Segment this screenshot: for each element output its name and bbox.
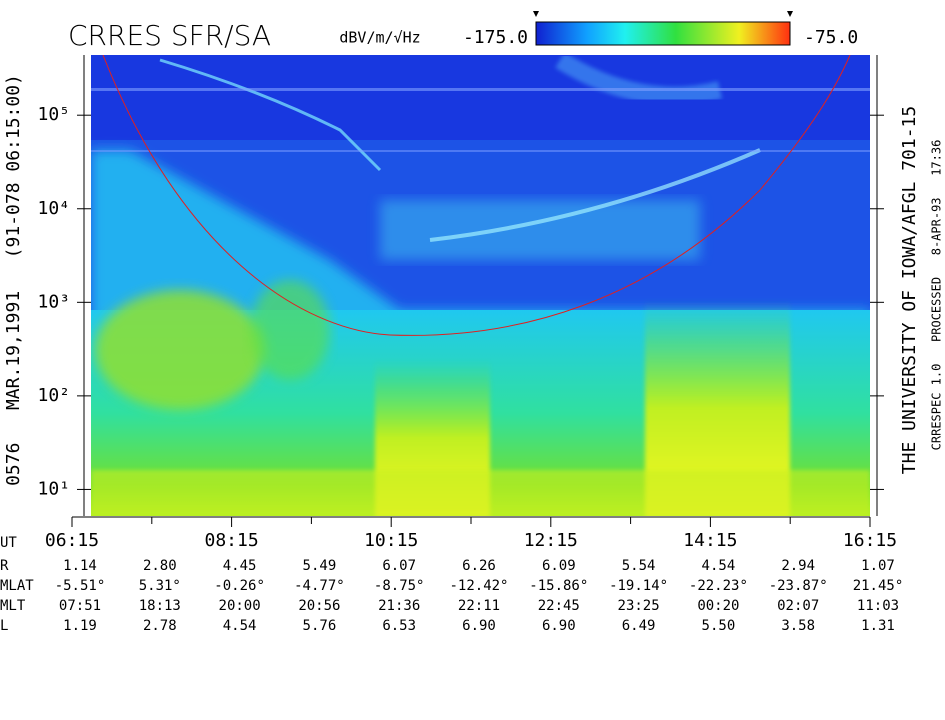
ephemeris-label: L: [0, 618, 8, 634]
y-tick-label: 10³: [37, 291, 70, 312]
x-tick-label: 08:15: [205, 530, 259, 551]
right-label: THE UNIVERSITY OF IOWA/AFGL 701-15: [899, 106, 920, 474]
ephemeris-value: 21.45°: [853, 578, 904, 594]
ephemeris-value: 6.07: [382, 558, 416, 574]
ephemeris-value: 18:13: [139, 598, 181, 614]
ephemeris-value: 20:56: [298, 598, 340, 614]
ephemeris-value: 6.26: [462, 558, 496, 574]
ephemeris-value: 4.45: [223, 558, 257, 574]
ephemeris-value: 1.31: [861, 618, 895, 634]
ephemeris-value: 3.58: [781, 618, 815, 634]
ephemeris-value: 5.76: [303, 618, 337, 634]
right-sublabel: CRRESPEC 1.0 PROCESSED 8-APR-93 17:36: [930, 140, 944, 451]
ephemeris-value: 6.49: [622, 618, 656, 634]
x-tick-label: 06:15: [45, 530, 99, 551]
ephemeris-value: 22:11: [458, 598, 500, 614]
ephemeris-value: 11:03: [857, 598, 899, 614]
ephemeris-value: 02:07: [777, 598, 819, 614]
ephemeris-value: 07:51: [59, 598, 101, 614]
ephemeris-value: 5.49: [303, 558, 337, 574]
ephemeris-value: -12.42°: [449, 578, 508, 594]
ephemeris-value: -8.75°: [374, 578, 425, 594]
left-label: 0576 MAR.19,1991 (91-078 06:15:00): [3, 74, 24, 486]
colorbar-tick: [533, 11, 539, 17]
ephemeris-value: 6.09: [542, 558, 576, 574]
ephemeris-value: 2.94: [781, 558, 815, 574]
colorbar: [535, 21, 791, 46]
ephemeris-value: -15.86°: [529, 578, 588, 594]
y-tick-label: 10⁴: [37, 198, 70, 219]
ephemeris-value: -5.51°: [55, 578, 106, 594]
ephemeris-label: R: [0, 558, 9, 574]
ephemeris-value: 1.07: [861, 558, 895, 574]
ephemeris-value: -4.77°: [294, 578, 345, 594]
spectrogram-image: [91, 55, 870, 516]
ephemeris-value: 22:45: [538, 598, 580, 614]
x-tick-label: 10:15: [364, 530, 418, 551]
ephemeris-value: -22.23°: [689, 578, 748, 594]
ephemeris-value: 5.54: [622, 558, 656, 574]
ephemeris-value: -19.14°: [609, 578, 668, 594]
y-tick-label: 10⁵: [37, 104, 70, 125]
colorbar-tick-label: -75.0: [804, 27, 858, 48]
ephemeris-value: 5.50: [702, 618, 736, 634]
ephemeris-value: 1.14: [63, 558, 97, 574]
ephemeris-value: 21:36: [378, 598, 420, 614]
ephemeris-value: 6.53: [382, 618, 416, 634]
colorbar-label: dBV/m/√Hz: [339, 29, 420, 47]
x-tick-label: 16:15: [843, 530, 897, 551]
y-tick-label: 10²: [37, 385, 70, 406]
ephemeris-label: MLT: [0, 598, 26, 614]
ephemeris-value: 4.54: [223, 618, 257, 634]
ephemeris-value: 5.31°: [139, 578, 181, 594]
ephemeris-value: 2.80: [143, 558, 177, 574]
ephemeris-label: MLAT: [0, 578, 34, 594]
colorbar-tick-label: -175.0: [463, 27, 528, 48]
ephemeris-value: 4.54: [702, 558, 736, 574]
ephemeris-value: 1.19: [63, 618, 97, 634]
ephemeris-value: 00:20: [697, 598, 739, 614]
colorbar-tick: [787, 11, 793, 17]
ephemeris-value: 6.90: [462, 618, 496, 634]
ephemeris-value: 2.78: [143, 618, 177, 634]
ephemeris-value: -0.26°: [214, 578, 265, 594]
ephemeris-value: 6.90: [542, 618, 576, 634]
x-tick-label: 12:15: [524, 530, 578, 551]
ephemeris-value: 20:00: [219, 598, 261, 614]
x-tick-label: 14:15: [683, 530, 737, 551]
x-axis-label: UT: [0, 535, 17, 551]
ephemeris-value: 23:25: [618, 598, 660, 614]
y-tick-label: 10¹: [37, 478, 70, 499]
chart-title: CRRES SFR/SA: [68, 19, 271, 52]
ephemeris-value: -23.87°: [769, 578, 828, 594]
